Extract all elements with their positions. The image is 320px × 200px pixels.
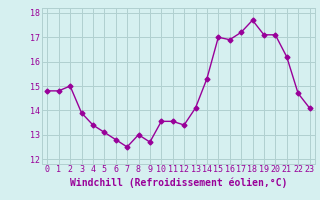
X-axis label: Windchill (Refroidissement éolien,°C): Windchill (Refroidissement éolien,°C) xyxy=(70,177,287,188)
